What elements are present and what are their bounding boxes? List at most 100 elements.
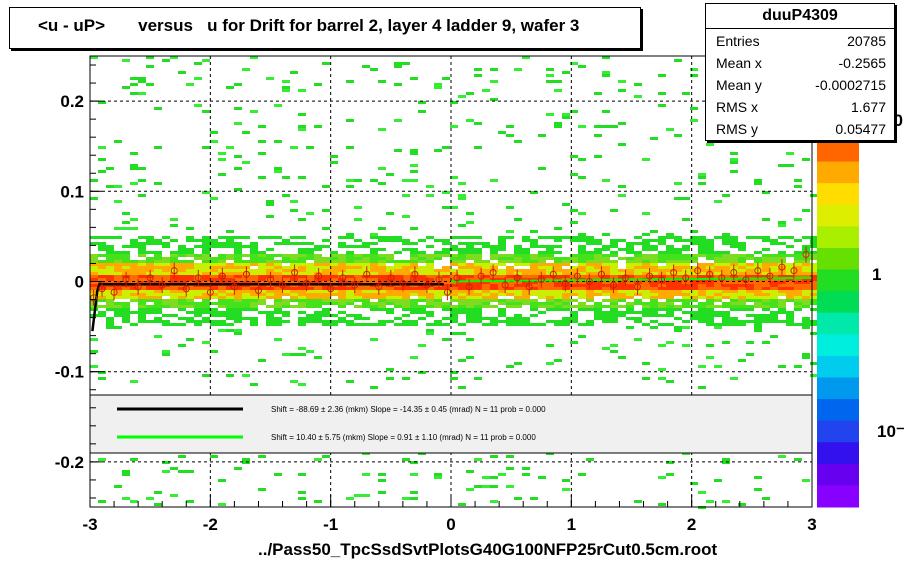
heatmap-cell — [546, 275, 554, 278]
heatmap-cell — [146, 287, 154, 290]
heatmap-cell — [146, 257, 154, 260]
heatmap-cell — [474, 68, 482, 71]
heatmap-cell — [306, 257, 314, 260]
heatmap-cell — [722, 323, 730, 326]
heatmap-cell — [554, 293, 562, 296]
heatmap-cell — [162, 293, 170, 296]
heatmap-cell — [130, 263, 138, 266]
heatmap-cell — [506, 323, 514, 326]
heatmap-cell — [642, 290, 650, 293]
heatmap-cell — [122, 86, 130, 89]
heatmap-cell — [642, 266, 650, 269]
profile-point — [778, 263, 786, 271]
heatmap-cell — [106, 266, 114, 269]
heatmap-cell — [210, 278, 218, 281]
heatmap-cell — [410, 170, 418, 173]
heatmap-cell — [362, 257, 370, 260]
heatmap-cell — [154, 293, 162, 296]
heatmap-cell — [586, 290, 594, 293]
heatmap-cell — [370, 260, 378, 263]
heatmap-cell — [650, 284, 658, 287]
heatmap-cell — [602, 347, 610, 350]
heatmap-cell — [770, 320, 778, 323]
heatmap-cell — [250, 317, 258, 320]
heatmap-cell — [346, 254, 354, 257]
heatmap-cell — [554, 359, 562, 362]
heatmap-cell — [802, 353, 810, 356]
heatmap-cell — [226, 239, 234, 242]
profile-point — [609, 281, 617, 289]
heatmap-cell — [378, 239, 386, 242]
heatmap-cell — [562, 272, 570, 275]
heatmap-cell — [242, 245, 250, 248]
heatmap-cell — [298, 296, 306, 299]
heatmap-cell — [130, 380, 138, 383]
heatmap-cell — [298, 275, 306, 278]
profile-point — [411, 270, 419, 278]
heatmap-cell — [370, 290, 378, 293]
heatmap-cell — [770, 299, 778, 302]
color-scale-segment — [817, 355, 859, 378]
heatmap-cell — [642, 158, 650, 161]
heatmap-cell — [690, 269, 698, 272]
heatmap-cell — [618, 293, 626, 296]
heatmap-cell — [258, 257, 266, 260]
heatmap-cell — [498, 254, 506, 257]
heatmap-cell — [194, 266, 202, 269]
heatmap-cell — [226, 257, 234, 260]
heatmap-cell — [154, 242, 162, 245]
heatmap-cell — [290, 296, 298, 299]
heatmap-cell — [578, 290, 586, 293]
heatmap-cell — [746, 281, 754, 284]
heatmap-cell — [738, 287, 746, 290]
heatmap-cell — [362, 284, 370, 287]
heatmap-cell — [114, 293, 122, 296]
heatmap-cell — [554, 80, 562, 83]
heatmap-cell — [674, 182, 682, 185]
heatmap-cell — [178, 308, 186, 311]
heatmap-cell — [162, 242, 170, 245]
profile-point — [477, 272, 485, 280]
heatmap-cell — [682, 239, 690, 242]
heatmap-cell — [410, 287, 418, 290]
heatmap-cell — [346, 266, 354, 269]
heatmap-cell — [250, 251, 258, 254]
heatmap-cell — [578, 266, 586, 269]
color-scale-segment — [817, 291, 859, 314]
heatmap-cell — [714, 323, 722, 326]
heatmap-cell — [434, 251, 442, 254]
heatmap-cell — [314, 257, 322, 260]
heatmap-cell — [218, 287, 226, 290]
heatmap-cell — [666, 323, 674, 326]
heatmap-cell — [770, 302, 778, 305]
heatmap-cell — [354, 263, 362, 266]
heatmap-cell — [658, 74, 666, 77]
heatmap-cell — [586, 263, 594, 266]
heatmap-cell — [282, 302, 290, 305]
heatmap-cell — [450, 236, 458, 239]
heatmap-cell — [186, 500, 194, 503]
heatmap-cell — [738, 248, 746, 251]
heatmap-cell — [186, 248, 194, 251]
heatmap-cell — [258, 251, 266, 254]
heatmap-cell — [754, 314, 762, 317]
heatmap-cell — [602, 233, 610, 236]
heatmap-cell — [474, 302, 482, 305]
heatmap-cell — [626, 296, 634, 299]
heatmap-cell — [242, 305, 250, 308]
heatmap-cell — [218, 296, 226, 299]
heatmap-cell — [338, 281, 346, 284]
heatmap-cell — [402, 269, 410, 272]
heatmap-cell — [114, 185, 122, 188]
heatmap-cell — [658, 251, 666, 254]
heatmap-cell — [786, 266, 794, 269]
heatmap-cell — [786, 296, 794, 299]
heatmap-cell — [602, 260, 610, 263]
heatmap-cell — [282, 86, 290, 89]
heatmap-cell — [226, 308, 234, 311]
heatmap-cell — [282, 278, 290, 281]
heatmap-cell — [562, 479, 570, 482]
heatmap-cell — [522, 236, 530, 239]
heatmap-cell — [274, 305, 282, 308]
